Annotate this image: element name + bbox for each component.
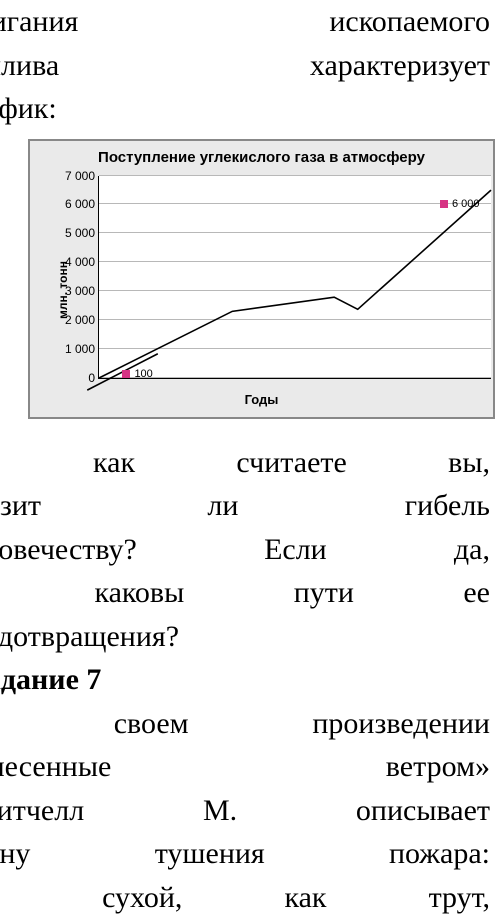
- chart-data-label: 100: [134, 368, 152, 380]
- task7-line3: Митчелл М. описывает: [0, 789, 500, 833]
- chart-ytick-label: 0: [88, 371, 99, 385]
- co2-chart-frame: Поступление углекислого газа в атмосферу…: [28, 139, 495, 419]
- intro-text-line2: оплива характеризует: [0, 44, 500, 88]
- chart-data-marker: [440, 200, 448, 208]
- chart-ytick-label: 2 000: [65, 313, 99, 327]
- chart-data-marker: [122, 370, 130, 378]
- question-line5: редотвращения?: [0, 615, 500, 659]
- question-line1: А как считаете вы,: [0, 441, 500, 485]
- task7-line2: Унесенные ветром»: [0, 745, 500, 789]
- question-line2: розит ли гибель: [0, 484, 500, 528]
- task7-line5: … сухой, как трут,: [0, 876, 500, 918]
- chart-ytick-label: 3 000: [65, 284, 99, 298]
- intro-text-line3: рафик:: [0, 87, 500, 131]
- chart-ytick-label: 7 000: [65, 169, 99, 183]
- chart-ytick-label: 1 000: [65, 342, 99, 356]
- document-page: жигания ископаемого оплива характеризует…: [0, 0, 500, 918]
- chart-ytick-label: 5 000: [65, 226, 99, 240]
- chart-series-svg: [99, 176, 491, 378]
- chart-area: млн. тонн 01 0002 0003 0004 0005 0006 00…: [36, 170, 487, 411]
- task7-line4: цену тушения пожара:: [0, 832, 500, 876]
- question-line3: еловечеству? Если да,: [0, 528, 500, 572]
- chart-title: Поступление углекислого газа в атмосферу: [36, 149, 487, 166]
- task7-heading: Задание 7: [0, 658, 500, 702]
- task7-line1: В своем произведении: [0, 702, 500, 746]
- chart-ytick-label: 6 000: [65, 197, 99, 211]
- chart-ytick-label: 4 000: [65, 255, 99, 269]
- chart-x-axis-label: Годы: [36, 392, 487, 407]
- intro-text-line1: жигания ископаемого: [0, 0, 500, 44]
- chart-plot: 01 0002 0003 0004 0005 0006 0007 0001006…: [98, 176, 491, 379]
- chart-data-label: 6 000: [452, 198, 480, 210]
- chart-line-series: [99, 190, 491, 378]
- question-line4: о каковы пути ее: [0, 571, 500, 615]
